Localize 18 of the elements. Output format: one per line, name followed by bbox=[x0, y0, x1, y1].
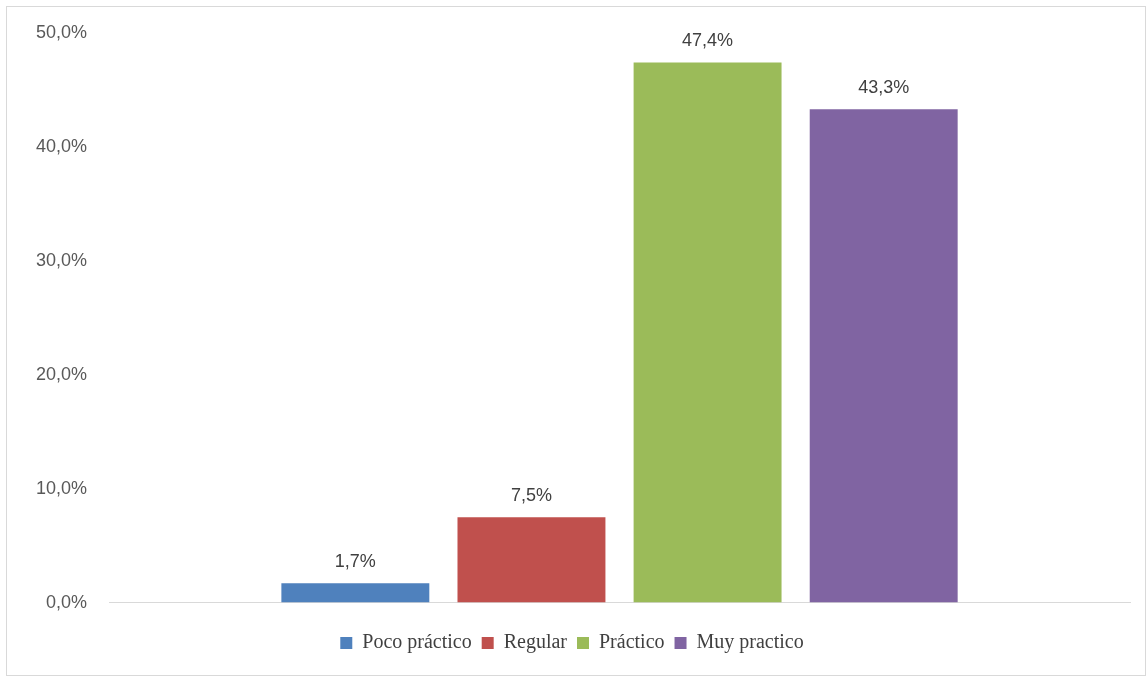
bar bbox=[281, 583, 430, 603]
y-tick-label: 20,0% bbox=[35, 363, 88, 384]
data-label: 1,7% bbox=[334, 551, 376, 572]
legend-label: Práctico bbox=[599, 630, 665, 653]
data-label: 47,4% bbox=[682, 30, 734, 51]
y-tick-label: 40,0% bbox=[35, 135, 88, 156]
bar bbox=[633, 62, 782, 603]
legend-label: Regular bbox=[503, 630, 568, 654]
data-label: 43,3% bbox=[858, 77, 910, 98]
legend-label: Poco práctico bbox=[362, 630, 472, 654]
data-label: 7,5% bbox=[510, 485, 552, 506]
bar bbox=[457, 517, 606, 603]
y-tick-label: 50,0% bbox=[35, 21, 88, 42]
y-tick-label: 0,0% bbox=[46, 591, 88, 612]
legend-label: Muy practico bbox=[696, 630, 804, 654]
bar bbox=[809, 109, 958, 603]
y-tick-label: 30,0% bbox=[35, 249, 88, 270]
y-tick-label: 10,0% bbox=[35, 477, 88, 498]
